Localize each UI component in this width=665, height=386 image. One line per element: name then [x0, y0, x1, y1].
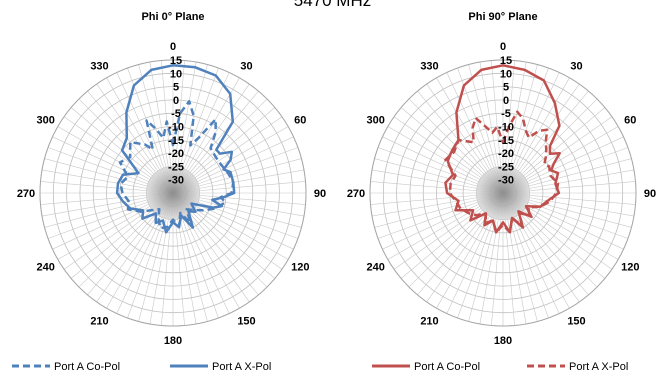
radial-tick-label: -10 [498, 122, 514, 134]
angle-tick-label: 120 [621, 262, 639, 274]
angle-tick-label: 60 [624, 115, 636, 127]
radial-tick-label: -25 [168, 161, 184, 173]
radial-tick-label: -30 [168, 175, 184, 187]
angle-tick-label: 0 [170, 41, 176, 53]
legend-label: Port A X-Pol [212, 361, 271, 373]
legend-label: Port A Co-Pol [54, 361, 120, 373]
radial-tick-label: 0 [173, 95, 179, 107]
angle-tick-label: 240 [367, 262, 385, 274]
angle-tick-label: 180 [494, 335, 512, 347]
radial-tick-label: 10 [170, 68, 182, 80]
angle-tick-label: 60 [294, 115, 306, 127]
radial-tick-label: -20 [498, 148, 514, 160]
legend-label: Port A X-Pol [569, 361, 628, 373]
radial-tick-label: -15 [168, 135, 184, 147]
radial-tick-label: 0 [503, 95, 509, 107]
center-disc [146, 166, 200, 220]
radial-tick-label: 10 [500, 68, 512, 80]
angle-tick-label: 300 [37, 115, 55, 127]
outer-ring [39, 59, 307, 327]
angle-tick-label: 90 [314, 188, 326, 200]
chart-title: Phi 0° Plane [141, 11, 204, 23]
chart-title: Phi 90° Plane [468, 11, 537, 23]
radial-tick-label: 15 [500, 55, 512, 67]
radial-tick-label: -25 [498, 161, 514, 173]
angle-tick-label: 210 [90, 315, 108, 327]
angle-tick-label: 180 [164, 335, 182, 347]
series-line-2 [444, 110, 560, 234]
angle-tick-label: 30 [570, 61, 582, 73]
center-disc [476, 166, 530, 220]
angle-tick-label: 300 [367, 115, 385, 127]
angle-tick-label: 270 [347, 188, 365, 200]
radial-tick-label: -10 [168, 122, 184, 134]
angle-tick-label: 270 [17, 188, 35, 200]
angle-tick-label: 330 [420, 61, 438, 73]
radial-tick-label: 5 [173, 82, 179, 94]
angle-tick-label: 240 [37, 262, 55, 274]
legend-label: Port A Co-Pol [414, 361, 480, 373]
radial-tick-label: -5 [171, 108, 181, 120]
radial-tick-label: -20 [168, 148, 184, 160]
page-title: 5470 MHz [293, 0, 372, 10]
series-line-2 [115, 64, 236, 234]
polar-chart-1: Phi 0° Plane0306090120150180210240270300… [12, 11, 326, 373]
angle-tick-label: 150 [237, 315, 255, 327]
radial-tick-label: 15 [170, 55, 182, 67]
angle-tick-label: 0 [500, 41, 506, 53]
radial-tick-label: 5 [503, 82, 509, 94]
angle-tick-label: 330 [90, 61, 108, 73]
outer-ring [369, 59, 637, 327]
radial-tick-label: -30 [498, 175, 514, 187]
angle-tick-label: 120 [291, 262, 309, 274]
polar-chart-2: Phi 90° Plane030609012015018021024027030… [347, 11, 656, 373]
angle-tick-label: 210 [420, 315, 438, 327]
angle-tick-label: 90 [644, 188, 656, 200]
angle-tick-label: 30 [240, 61, 252, 73]
angle-tick-label: 150 [567, 315, 585, 327]
radial-tick-label: -5 [501, 108, 511, 120]
radial-tick-label: -15 [498, 135, 514, 147]
